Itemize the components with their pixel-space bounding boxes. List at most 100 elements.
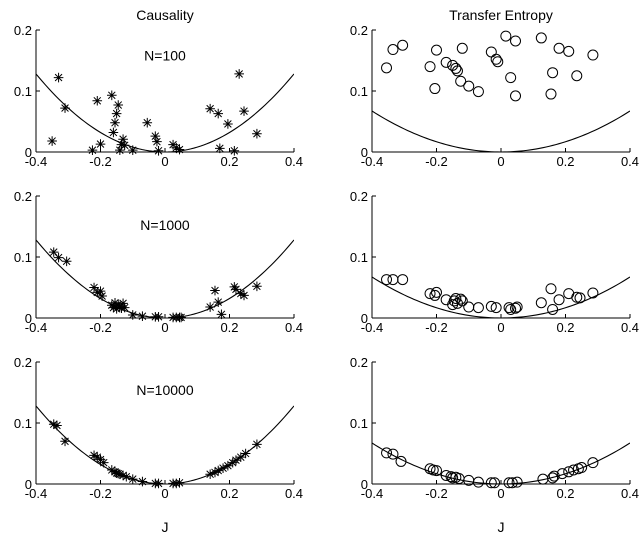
data-point: [106, 465, 117, 475]
data-point: [53, 252, 64, 263]
data-point: [485, 300, 497, 312]
data-point: [87, 145, 98, 155]
data-point: [240, 448, 251, 459]
data-point: [110, 297, 120, 308]
panel-causality-n1000: -0.4 -0.2 0 0.2 0.4 0 0.1 0.2 N=1000: [14, 189, 303, 335]
data-point: [113, 468, 124, 479]
data-point: [174, 477, 185, 488]
data-point: [98, 457, 109, 468]
data-point: [231, 284, 241, 295]
data-point: [485, 46, 497, 58]
data-point: [235, 452, 246, 462]
sample-size-label: N=1000: [140, 217, 190, 233]
data-point: [121, 471, 132, 482]
data-point: [153, 145, 164, 156]
x-axis-label-left: J: [162, 519, 169, 535]
data-point: [174, 144, 185, 155]
data-point: [116, 139, 127, 150]
data-point: [110, 117, 120, 128]
data-point: [397, 274, 409, 286]
data-point: [106, 90, 117, 101]
data-point: [381, 62, 393, 74]
data-point: [535, 297, 547, 309]
x-tick-label: 0: [497, 154, 504, 169]
x-tick-label: 0: [497, 486, 504, 501]
data-point: [553, 42, 565, 54]
data-point: [95, 286, 106, 296]
x-tick-label: 0.4: [621, 486, 639, 501]
data-point: [89, 450, 99, 461]
data-point: [227, 457, 238, 468]
data-point: [60, 103, 70, 113]
data-point: [548, 470, 560, 482]
data-point: [492, 56, 504, 68]
data-point: [205, 302, 215, 312]
data-point: [587, 457, 599, 469]
x-tick-label: 0.4: [621, 320, 639, 335]
data-point: [213, 465, 224, 476]
fit-curve: [372, 110, 630, 152]
x-tick-label: -0.2: [89, 486, 111, 501]
data-point: [95, 139, 106, 149]
data-point: [231, 455, 241, 466]
x-tick-label: -0.2: [425, 486, 447, 501]
data-point: [252, 281, 262, 292]
x-tick-label: 0.2: [220, 320, 238, 335]
y-tick-label: 0.1: [350, 250, 368, 265]
column-title-transfer-entropy: Transfer Entropy: [449, 7, 553, 23]
sample-size-label: N=100: [144, 48, 186, 64]
x-tick-label: 0: [497, 320, 504, 335]
data-point: [205, 103, 215, 114]
fit-curve: [36, 73, 294, 152]
x-tick-label: -0.4: [361, 486, 383, 501]
y-tick-label: 0.2: [350, 189, 368, 204]
data-point: [92, 95, 103, 106]
data-point: [152, 136, 162, 147]
fit-curve: [372, 276, 630, 318]
fit-curve: [36, 405, 294, 484]
data-point: [463, 301, 475, 313]
data-point: [53, 72, 64, 83]
data-point: [455, 75, 467, 87]
data-point: [113, 100, 124, 110]
data-point: [431, 465, 442, 477]
data-point: [563, 45, 575, 57]
y-tick-label: 0.2: [350, 23, 368, 38]
data-point: [440, 56, 452, 68]
x-tick-label: -0.4: [25, 154, 47, 169]
data-point: [223, 460, 233, 471]
data-point: [252, 439, 262, 450]
data-point: [397, 39, 409, 51]
x-tick-label: 0.4: [285, 486, 303, 501]
data-point: [431, 286, 442, 298]
y-tick-label: 0: [361, 477, 368, 492]
y-tick-label: 0.2: [350, 355, 368, 370]
data-point: [553, 294, 565, 306]
data-point: [445, 471, 457, 483]
data-point: [424, 61, 436, 73]
data-point: [587, 287, 599, 299]
data-point: [387, 274, 399, 286]
column-title-causality: Causality: [136, 7, 194, 23]
data-point: [450, 62, 462, 74]
x-axis-label-right: J: [498, 519, 505, 535]
data-point: [490, 302, 502, 314]
x-tick-label: -0.2: [425, 154, 447, 169]
x-tick-label: 0.2: [556, 154, 574, 169]
data-point: [127, 310, 138, 320]
data-point: [111, 304, 122, 314]
x-tick-label: 0: [161, 486, 168, 501]
y-tick-label: 0.2: [14, 355, 32, 370]
data-point: [510, 302, 522, 314]
data-point: [213, 297, 224, 307]
data-point: [576, 462, 588, 474]
data-point: [545, 88, 557, 100]
panels: -0.4 -0.2 0 0.2 0.4 0 0.1 0.2 N=100 -0.4 -0.2 0 0.2 0…: [14, 23, 639, 501]
data-point: [213, 108, 224, 119]
data-point: [503, 302, 515, 314]
data-point: [485, 477, 497, 489]
data-point: [545, 283, 557, 295]
data-point: [116, 303, 127, 314]
y-tick-label: 0.1: [14, 84, 32, 99]
data-point: [127, 145, 138, 155]
